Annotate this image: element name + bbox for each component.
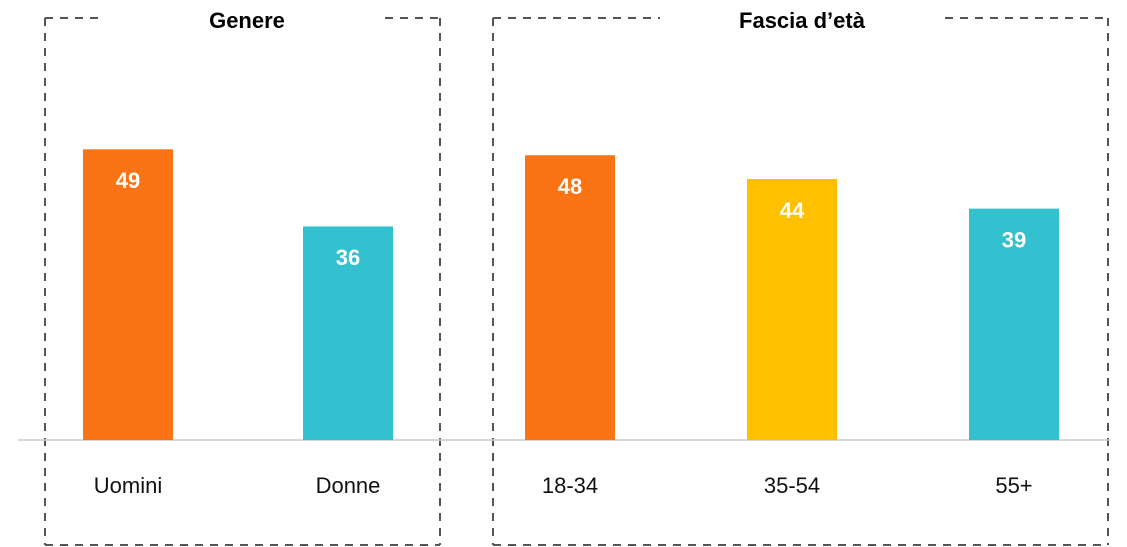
bar bbox=[83, 149, 173, 441]
value-label: 48 bbox=[558, 174, 582, 199]
x-tick-label: 35-54 bbox=[764, 473, 820, 498]
bar bbox=[969, 208, 1059, 440]
x-tick-label: 55+ bbox=[995, 473, 1032, 498]
bar bbox=[747, 178, 837, 441]
x-tick-label: Donne bbox=[316, 473, 381, 498]
x-tick-label: 18-34 bbox=[542, 473, 598, 498]
value-label: 44 bbox=[780, 198, 805, 223]
bar bbox=[525, 155, 615, 441]
group-title: Genere bbox=[209, 8, 285, 33]
group-title: Fascia d’età bbox=[739, 8, 866, 33]
x-tick-label: Uomini bbox=[94, 473, 162, 498]
value-label: 39 bbox=[1002, 227, 1026, 252]
group-box bbox=[44, 17, 441, 546]
value-label: 49 bbox=[116, 168, 140, 193]
group-box bbox=[492, 17, 1109, 546]
bar bbox=[303, 226, 393, 440]
value-label: 36 bbox=[336, 245, 360, 270]
